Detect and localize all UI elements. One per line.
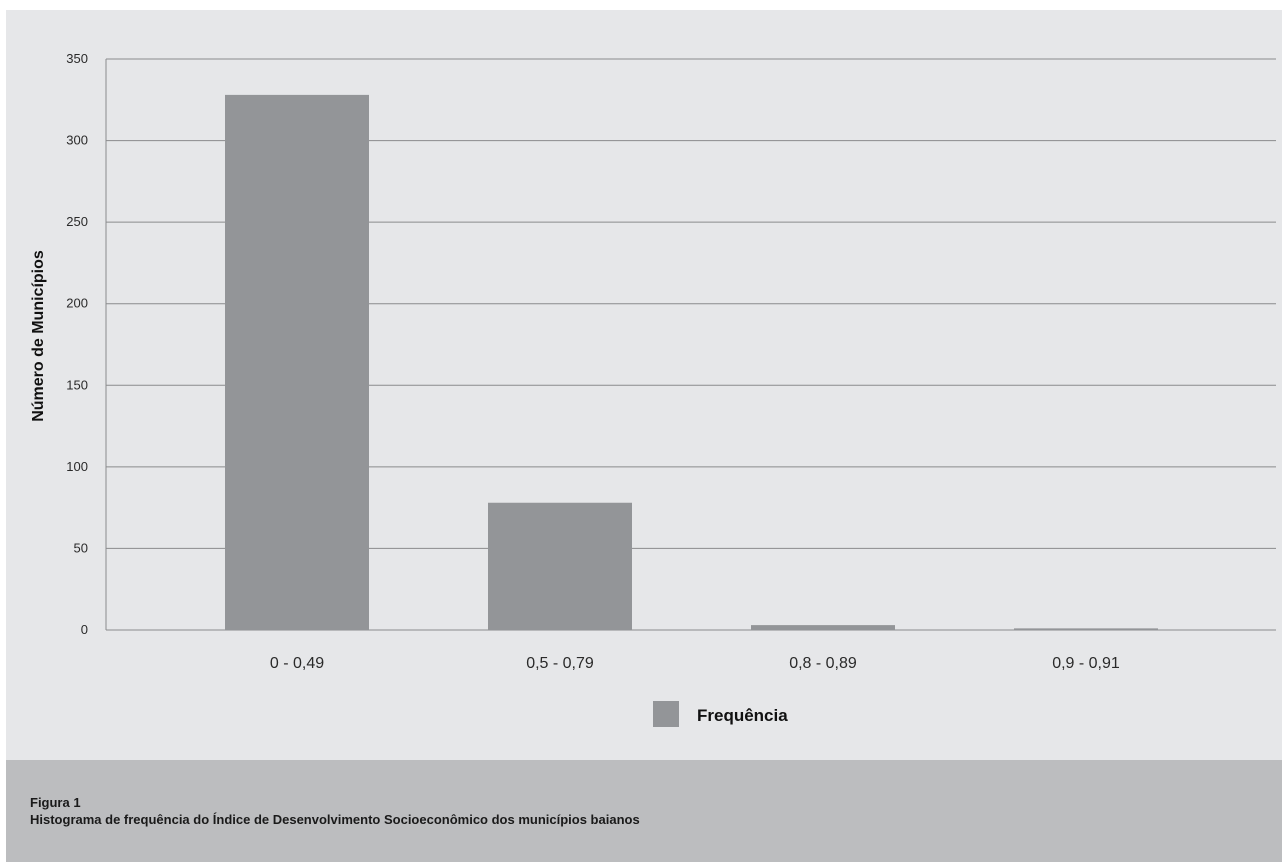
bar [225, 94, 369, 631]
y-tick-label: 200 [66, 296, 88, 311]
legend-label-frequencia: Frequência [697, 706, 788, 725]
figure-caption: Histograma de frequência do Índice de De… [30, 812, 640, 827]
legend-swatch [653, 701, 679, 727]
bar [751, 625, 895, 630]
figure-label: Figura 1 [30, 795, 81, 810]
y-tick-label: 100 [66, 459, 88, 474]
bar [1014, 628, 1158, 630]
y-axis-ticks: 0 50 100 150 200 250 300 350 [66, 51, 88, 637]
y-tick-label: 50 [74, 540, 88, 555]
y-tick-label: 350 [66, 51, 88, 66]
x-category-label: 0,8 - 0,89 [789, 655, 857, 672]
y-axis-label: Número de Municípios [30, 250, 47, 422]
histogram-chart: 0 50 100 150 200 250 300 350 0 - 0,49 0,5 - 0,79… [30, 51, 1276, 727]
x-category-label: 0,9 - 0,91 [1052, 655, 1120, 672]
y-tick-label: 250 [66, 214, 88, 229]
x-category-label: 0,5 - 0,79 [526, 655, 594, 672]
y-tick-label: 150 [66, 377, 88, 392]
y-tick-label: 0 [81, 622, 88, 637]
x-axis-categories: 0 - 0,49 0,5 - 0,79 0,8 - 0,89 0,9 - 0,91 [270, 655, 1120, 672]
bar [488, 502, 632, 630]
bars [225, 94, 1158, 631]
caption-panel: Figura 1 Histograma de frequência do Índ… [6, 760, 1282, 862]
legend: Frequência [653, 701, 788, 727]
x-category-label: 0 - 0,49 [270, 655, 324, 672]
y-tick-label: 300 [66, 133, 88, 148]
